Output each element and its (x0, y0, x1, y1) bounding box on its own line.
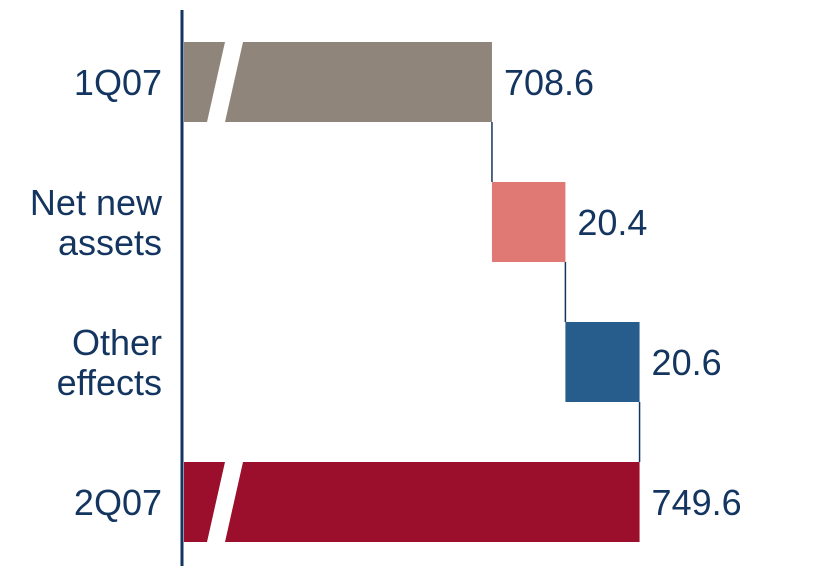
category-labels: 1Q07 Net new assets Other effects 2Q07 (30, 62, 163, 523)
category-label-net-new-assets: Net new assets (30, 182, 163, 263)
connector-lines (491, 122, 641, 462)
value-label-1q07: 708.6 (504, 62, 594, 103)
value-label-other-effects: 20.6 (652, 342, 722, 383)
value-label-net-new-assets: 20.4 (577, 202, 647, 243)
axis-breaks (207, 42, 243, 542)
category-label-2q07: 2Q07 (74, 482, 162, 523)
value-labels: 708.6 20.4 20.6 749.6 (504, 62, 742, 523)
value-label-2q07: 749.6 (652, 482, 742, 523)
bar-2q07 (184, 462, 640, 542)
axis-break-1q07 (207, 42, 243, 122)
bar-net-new-assets (491, 182, 566, 262)
category-label-other-effects: Other effects (57, 322, 162, 403)
axis-break-2q07 (207, 462, 243, 542)
category-label-1q07: 1Q07 (74, 62, 162, 103)
bar-other-effects (565, 322, 640, 402)
bars (184, 42, 640, 542)
